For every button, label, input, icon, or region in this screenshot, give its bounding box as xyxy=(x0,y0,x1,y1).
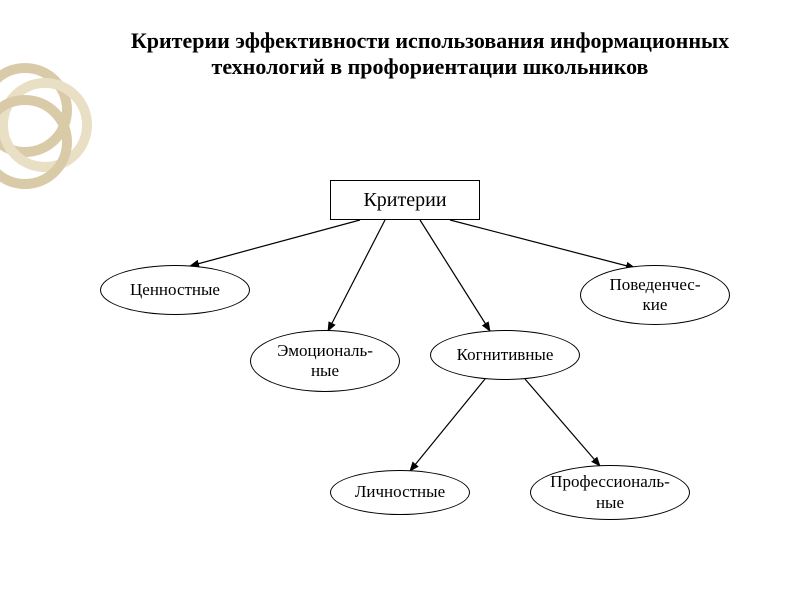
root-node: Критерии xyxy=(330,180,480,220)
corner-decoration xyxy=(0,50,110,190)
root-label: Критерии xyxy=(363,189,446,212)
node-emotional: Эмоциональ- ные xyxy=(250,330,400,392)
edge-root-values xyxy=(190,220,360,266)
page-title: Критерии эффективности использования инф… xyxy=(120,28,740,80)
edge-root-cognitive xyxy=(420,220,490,331)
edges-layer xyxy=(60,180,760,580)
edge-root-behavioral xyxy=(450,220,635,268)
node-cognitive: Когнитивные xyxy=(430,330,580,380)
criteria-diagram: Критерии ЦенностныеЭмоциональ- ные Когнит… xyxy=(60,180,760,580)
ring-2 xyxy=(3,83,87,167)
edge-cognitive-professional xyxy=(525,379,600,466)
edge-cognitive-personal xyxy=(410,379,485,471)
node-professional: Профессиональ- ные xyxy=(530,465,690,520)
node-personal: Личностные xyxy=(330,470,470,515)
title-text: Критерии эффективности использования инф… xyxy=(131,28,729,79)
node-values: Ценностные xyxy=(100,265,250,315)
node-behavioral: Поведенчес- кие xyxy=(580,265,730,325)
edge-root-emotional xyxy=(328,220,385,331)
